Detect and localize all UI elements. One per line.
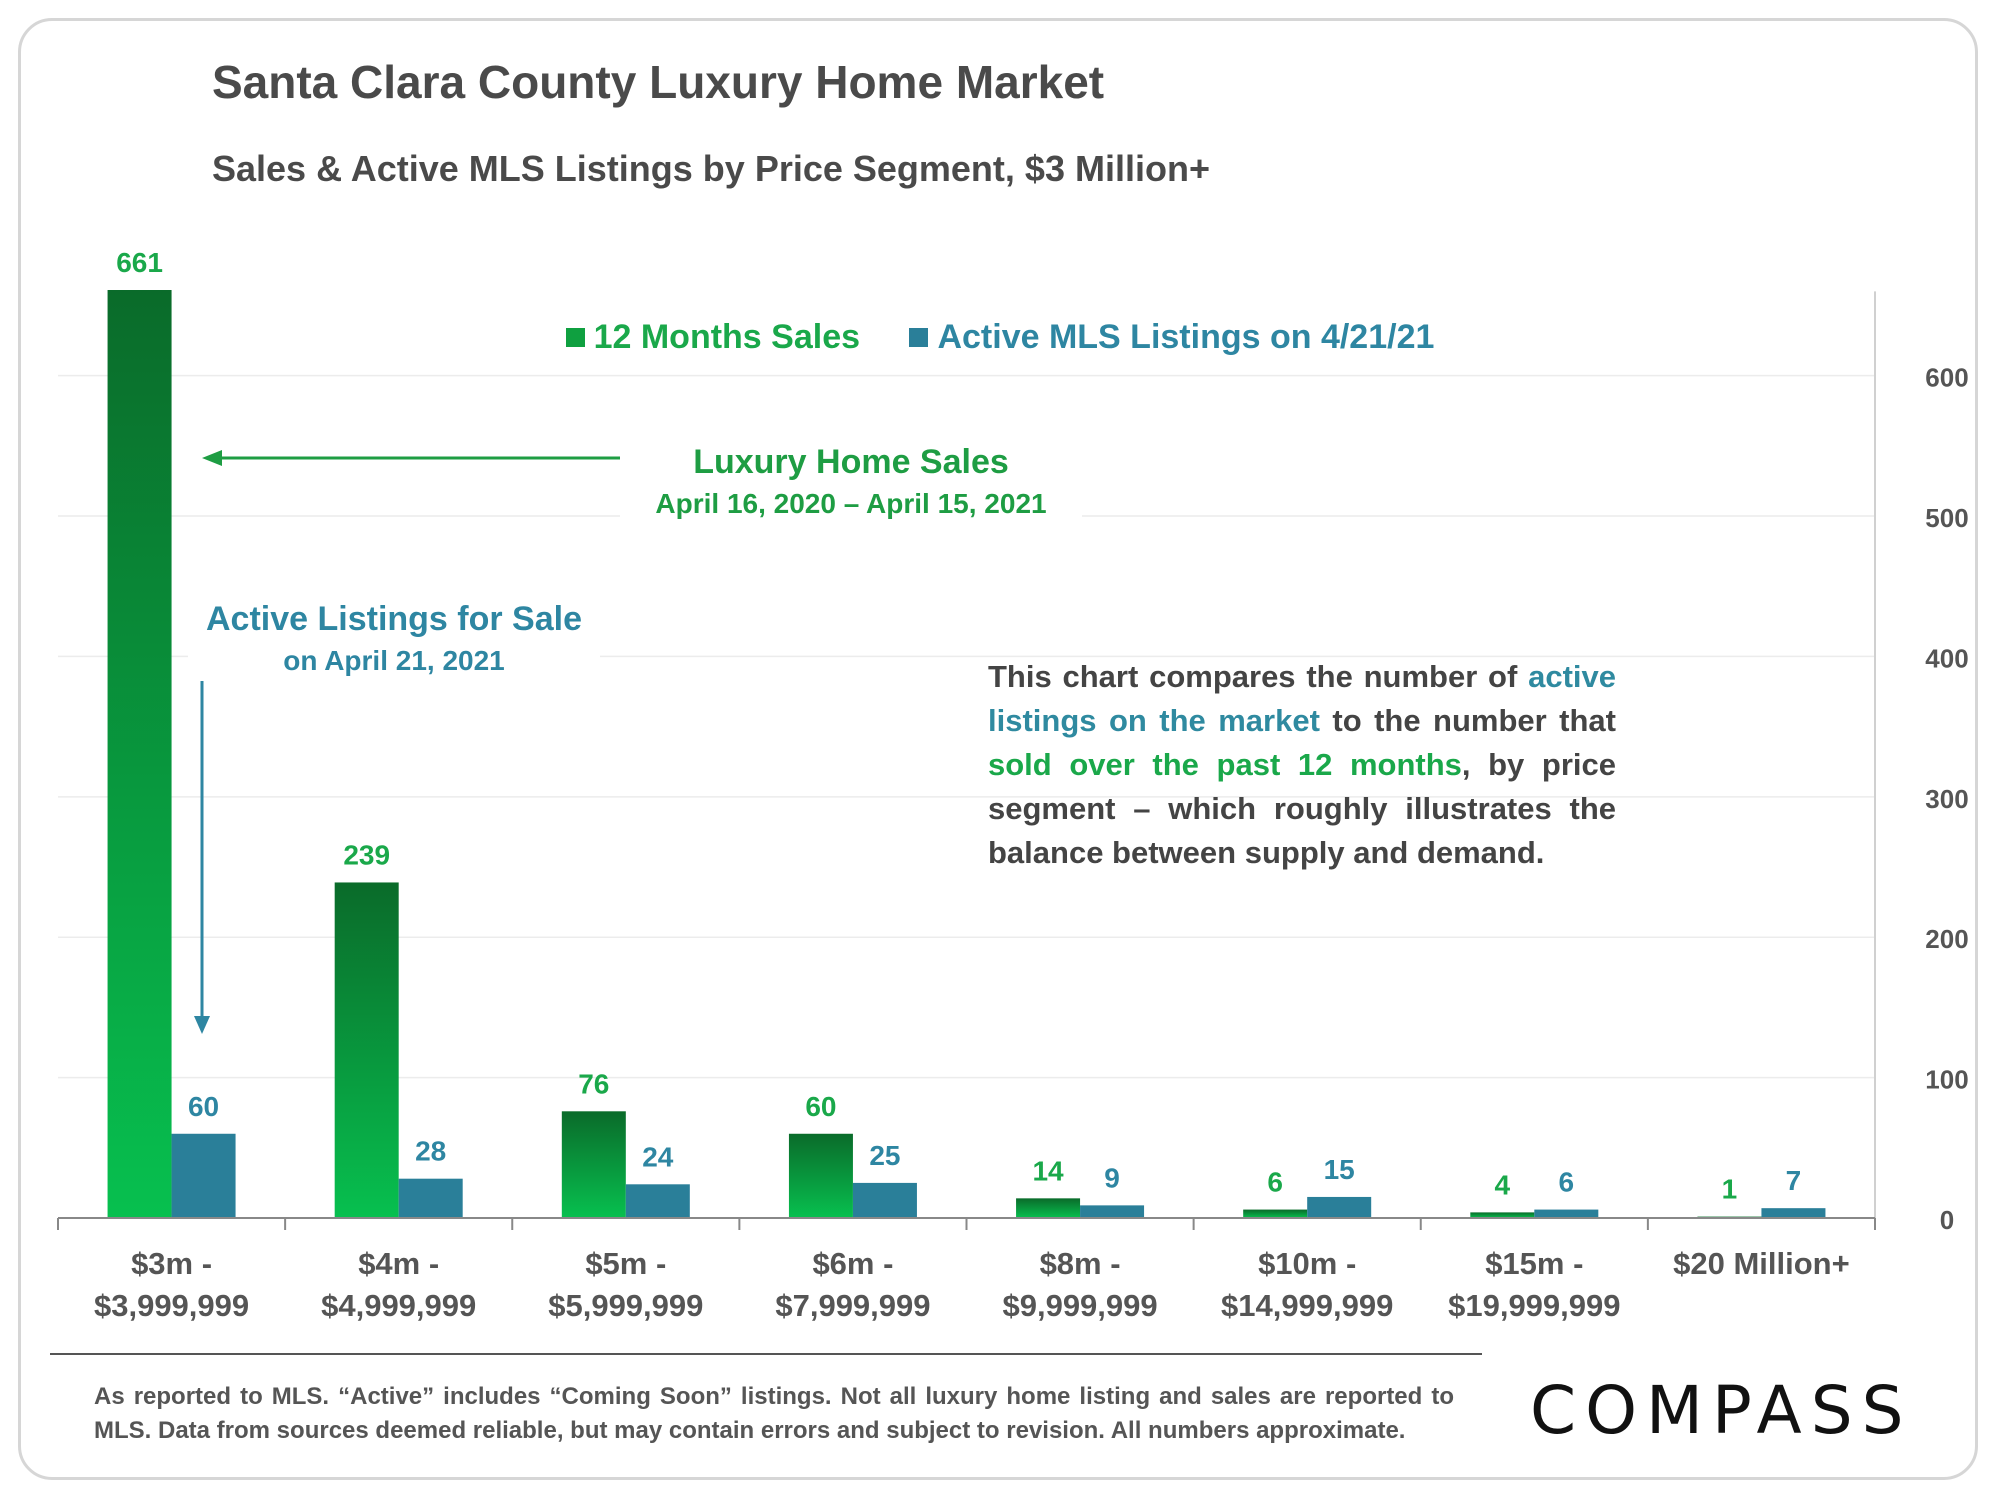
data-label-active: 15 <box>1324 1154 1355 1185</box>
x-tick-label: $19,999,999 <box>1448 1288 1620 1323</box>
x-tick-label: $7,999,999 <box>775 1288 930 1323</box>
data-label-sales: 76 <box>578 1068 609 1099</box>
data-label-active: 7 <box>1786 1165 1802 1196</box>
y-tick-label: 500 <box>1925 503 1968 533</box>
data-label-sales: 6 <box>1267 1167 1283 1198</box>
data-label-active: 6 <box>1559 1167 1575 1198</box>
explanation-note: This chart compares the number of active… <box>988 655 1616 875</box>
data-label-sales: 4 <box>1495 1169 1511 1200</box>
compass-logo: COMPASS <box>1530 1372 1913 1449</box>
bar-active <box>1307 1196 1372 1218</box>
y-tick-label: 100 <box>1925 1065 1968 1095</box>
active-annotation: Active Listings for Sale on April 21, 20… <box>188 597 600 681</box>
data-label-active: 25 <box>869 1140 900 1171</box>
legend-item-active: Active MLS Listings on 4/21/21 <box>909 318 1434 357</box>
bar-active <box>171 1133 236 1218</box>
x-tick-label: $20 Million+ <box>1673 1246 1850 1281</box>
sales-arrowhead <box>202 450 222 466</box>
x-tick-label: $4,999,999 <box>321 1288 476 1323</box>
x-tick-label: $15m - <box>1485 1246 1583 1281</box>
note-text-3: , by price segment – which roughly illus… <box>988 747 1617 870</box>
y-tick-label: 600 <box>1925 363 1968 393</box>
y-tick-label: 200 <box>1925 924 1968 954</box>
legend-swatch-sales <box>565 328 585 347</box>
data-label-sales: 1 <box>1722 1174 1738 1205</box>
bar-sales <box>561 1111 626 1218</box>
axes: 0 100 200 300 400 500 600 $3m - $3,999,999 $4m - $… <box>57 291 1969 1323</box>
data-label-active: 9 <box>1104 1162 1120 1193</box>
x-tick-label: $8m - <box>1040 1246 1121 1281</box>
sales-annotation: Luxury Home Sales April 16, 2020 – April… <box>620 440 1082 524</box>
note-text-sold: sold over the past 12 months <box>988 747 1462 782</box>
data-label-sales: 661 <box>116 247 163 278</box>
chart-subtitle: Sales & Active MLS Listings by Price Seg… <box>212 148 1210 189</box>
x-tick-label: $5,999,999 <box>548 1288 703 1323</box>
footnote: As reported to MLS. “Active” includes “C… <box>94 1383 1454 1444</box>
x-tick-label: $3m - <box>131 1246 212 1281</box>
data-label-active: 28 <box>415 1136 446 1167</box>
data-label-sales: 14 <box>1032 1155 1064 1186</box>
legend: 12 Months Sales Active MLS Listings on 4… <box>0 318 2000 357</box>
chart-title: Santa Clara County Luxury Home Market <box>212 56 1105 108</box>
x-tick-label: $3,999,999 <box>94 1288 249 1323</box>
bar-active <box>398 1178 463 1218</box>
bar-sales <box>788 1133 853 1218</box>
y-tick-label: 0 <box>1940 1205 1954 1235</box>
legend-label-active: Active MLS Listings on 4/21/21 <box>937 318 1435 356</box>
y-tick-label: 300 <box>1925 784 1968 814</box>
active-annotation-title: Active Listings for Sale <box>206 600 582 638</box>
data-label-sales: 239 <box>343 839 390 870</box>
note-text-active: active listings on the market <box>988 659 1616 738</box>
bar-sales <box>1243 1209 1308 1218</box>
bar-active <box>1080 1205 1145 1218</box>
sales-annotation-title: Luxury Home Sales <box>693 443 1009 481</box>
bar-active <box>1761 1208 1826 1218</box>
bar-sales <box>334 882 399 1218</box>
bar-sales <box>107 290 172 1218</box>
x-tick-label: $4m - <box>358 1246 439 1281</box>
data-labels: 661 60 239 28 76 24 60 25 14 9 6 15 4 6 1 7 <box>116 247 1801 1205</box>
active-arrowhead <box>194 1016 210 1034</box>
note-text-1: This chart compares the number of <box>988 659 1529 694</box>
bar-active <box>852 1182 917 1218</box>
data-label-active: 60 <box>188 1091 219 1122</box>
y-tick-label: 400 <box>1925 643 1968 673</box>
bar-sales <box>1470 1212 1535 1218</box>
legend-item-sales: 12 Months Sales <box>565 318 861 357</box>
active-annotation-date: on April 21, 2021 <box>283 645 505 676</box>
chart-frame <box>18 18 1978 1480</box>
bar-sales <box>1016 1198 1081 1218</box>
annotation-arrows <box>194 450 662 1034</box>
bar-active <box>625 1184 690 1218</box>
data-label-active: 24 <box>642 1141 674 1172</box>
note-text-2: to the number that <box>1319 703 1616 738</box>
x-tick-label: $5m - <box>585 1246 666 1281</box>
x-tick-label: $9,999,999 <box>1002 1288 1157 1323</box>
bar-active <box>1534 1209 1599 1218</box>
x-tick-label: $14,999,999 <box>1221 1288 1393 1323</box>
bars <box>107 290 1826 1218</box>
x-tick-label: $10m - <box>1258 1246 1356 1281</box>
data-label-sales: 60 <box>805 1091 836 1122</box>
sales-annotation-date: April 16, 2020 – April 15, 2021 <box>655 488 1047 519</box>
footer-divider <box>50 1353 1482 1355</box>
legend-label-sales: 12 Months Sales <box>593 318 861 356</box>
x-tick-label: $6m - <box>812 1246 893 1281</box>
legend-swatch-active <box>909 328 929 347</box>
